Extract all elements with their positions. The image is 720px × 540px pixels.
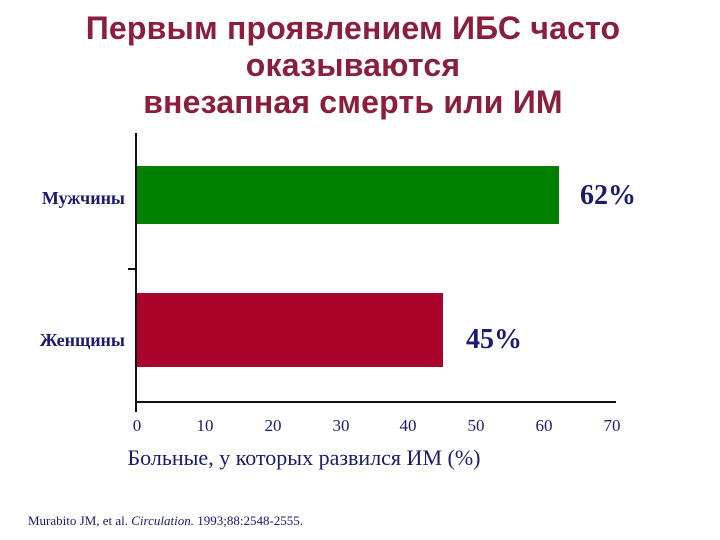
y-axis-category-tick: [128, 268, 135, 270]
x-tick-70: 70: [603, 416, 621, 435]
x-axis-zero-tick: [135, 403, 137, 412]
y-axis-line: [135, 133, 137, 403]
value-label-men: 62%: [580, 180, 636, 211]
title-line-1: Первым проявлением ИБС часто: [85, 10, 621, 46]
x-tick-30: 30: [332, 416, 350, 435]
x-tick-10: 10: [196, 416, 214, 435]
x-tick-60: 60: [535, 416, 553, 435]
value-label-women: 45%: [466, 324, 522, 355]
bar-women: [137, 293, 443, 367]
title-line-3: внезапная смерть или ИМ: [143, 84, 563, 120]
x-tick-50: 50: [467, 416, 485, 435]
citation: Murabito JM, et al. Circulation. 1993;88…: [28, 513, 303, 528]
citation-journal: Circulation.: [131, 513, 194, 528]
x-tick-40: 40: [399, 416, 417, 435]
category-label-women: Женщины: [39, 330, 125, 350]
x-axis-line: [135, 401, 616, 403]
citation-authors: Murabito JM, et al.: [28, 513, 132, 528]
title-line-2: оказываются: [245, 47, 461, 83]
citation-details: 1993;88:2548-2555.: [193, 513, 304, 528]
bar-men: [137, 166, 559, 224]
x-axis-title: Больные, у которых развился ИМ (%): [127, 445, 481, 470]
x-tick-20: 20: [264, 416, 282, 435]
slide-title: Первым проявлением ИБС часто оказываются…: [0, 10, 706, 121]
x-tick-0: 0: [132, 416, 142, 435]
category-label-men: Мужчины: [41, 188, 125, 208]
